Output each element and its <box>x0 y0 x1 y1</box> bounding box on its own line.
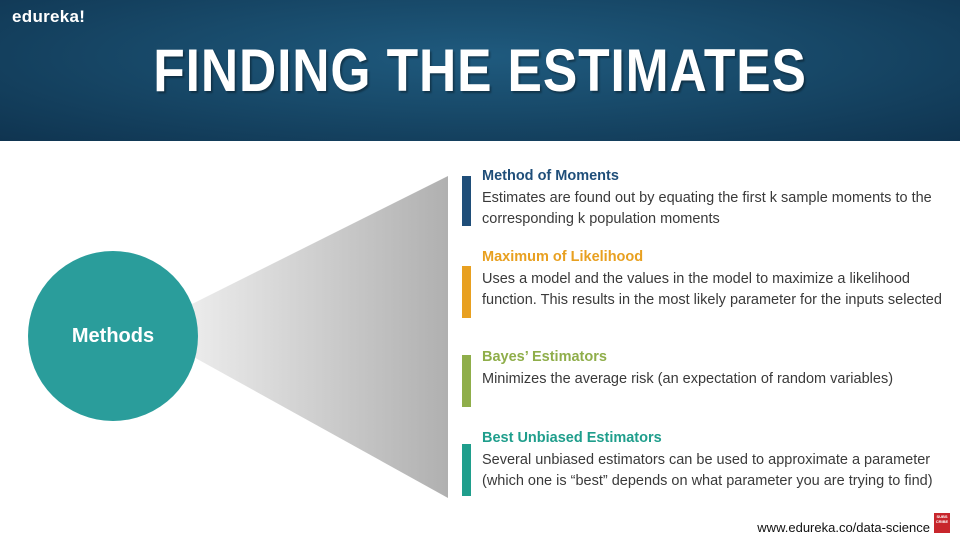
method-description: Several unbiased estimators can be used … <box>482 452 933 489</box>
accent-bar <box>462 266 471 318</box>
method-title: Best Unbiased Estimators <box>482 430 662 446</box>
accent-bar <box>462 176 471 226</box>
edureka-logo: edureka! <box>12 7 86 26</box>
header-banner: edureka! FINDING THE ESTIMATES <box>0 0 960 141</box>
methods-circle: Methods <box>28 251 198 421</box>
method-description: Uses a model and the values in the model… <box>482 271 942 308</box>
accent-bar <box>462 444 471 496</box>
footer-url[interactable]: www.edureka.co/data-science <box>757 520 930 535</box>
methods-circle-label: Methods <box>71 324 155 347</box>
method-title: Bayes’ Estimators <box>482 349 607 365</box>
accent-bar <box>462 355 471 407</box>
slide-title: FINDING THE ESTIMATES <box>153 37 807 104</box>
method-description: Minimizes the average risk (an expectati… <box>482 371 894 387</box>
method-title: Method of Moments <box>482 168 619 184</box>
method-title: Maximum of Likelihood <box>482 249 644 265</box>
subscribe-badge[interactable]: SUBS CRIBE <box>934 513 950 533</box>
method-description: Estimates are found out by equating the … <box>482 190 932 227</box>
